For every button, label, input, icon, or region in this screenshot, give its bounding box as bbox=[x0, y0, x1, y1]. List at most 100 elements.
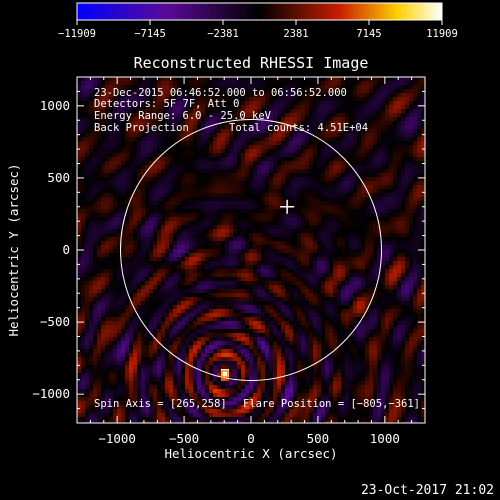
heatmap-cell bbox=[337, 133, 341, 137]
heatmap-cell bbox=[389, 141, 393, 145]
heatmap-cell bbox=[77, 261, 81, 265]
heatmap-cell bbox=[89, 253, 93, 257]
heatmap-cell bbox=[237, 173, 241, 177]
heatmap-cell bbox=[393, 297, 397, 301]
heatmap-cell bbox=[137, 305, 141, 309]
heatmap-cell bbox=[373, 225, 377, 229]
heatmap-cell bbox=[273, 173, 277, 177]
heatmap-cell bbox=[129, 149, 133, 153]
heatmap-cell bbox=[329, 141, 333, 145]
heatmap-cell bbox=[273, 153, 277, 157]
heatmap-cell bbox=[217, 241, 221, 245]
heatmap-cell bbox=[377, 113, 381, 117]
heatmap-cell bbox=[225, 105, 229, 109]
heatmap-cell bbox=[333, 189, 337, 193]
heatmap-cell bbox=[277, 97, 281, 101]
heatmap-cell bbox=[117, 137, 121, 141]
heatmap-cell bbox=[401, 105, 405, 109]
heatmap-cell bbox=[325, 77, 329, 81]
heatmap-cell bbox=[269, 113, 273, 117]
heatmap-cell bbox=[165, 229, 169, 233]
heatmap-cell bbox=[133, 105, 137, 109]
heatmap-cell bbox=[397, 165, 401, 169]
heatmap-cell bbox=[265, 253, 269, 257]
heatmap-cell bbox=[117, 245, 121, 249]
heatmap-cell bbox=[97, 277, 101, 281]
heatmap-cell bbox=[193, 241, 197, 245]
heatmap-cell bbox=[277, 229, 281, 233]
heatmap-cell bbox=[333, 137, 337, 141]
heatmap-cell bbox=[337, 129, 341, 133]
heatmap-cell bbox=[141, 193, 145, 197]
heatmap-cell bbox=[361, 133, 365, 137]
heatmap-cell bbox=[93, 205, 97, 209]
heatmap-cell bbox=[401, 145, 405, 149]
heatmap-cell bbox=[241, 289, 245, 293]
heatmap-cell bbox=[409, 145, 413, 149]
heatmap-cell bbox=[377, 129, 381, 133]
heatmap-cell bbox=[229, 301, 233, 305]
heatmap-cell bbox=[241, 209, 245, 213]
heatmap-cell bbox=[309, 141, 313, 145]
heatmap-cell bbox=[349, 145, 353, 149]
colorbar-gradient bbox=[76, 2, 443, 21]
heatmap-cell bbox=[153, 189, 157, 193]
heatmap-cell bbox=[273, 141, 277, 145]
heatmap-cell bbox=[277, 145, 281, 149]
heatmap-cell bbox=[165, 189, 169, 193]
heatmap-cell bbox=[189, 257, 193, 261]
heatmap-cell bbox=[321, 277, 325, 281]
heatmap-cell bbox=[177, 105, 181, 109]
heatmap-cell bbox=[261, 265, 265, 269]
heatmap-cell bbox=[269, 229, 273, 233]
heatmap-cell bbox=[325, 189, 329, 193]
heatmap-cell bbox=[245, 137, 249, 141]
heatmap-cell bbox=[125, 141, 129, 145]
heatmap-cell bbox=[161, 201, 165, 205]
heatmap-cell bbox=[145, 225, 149, 229]
heatmap-cell bbox=[149, 77, 153, 81]
heatmap-cell bbox=[205, 213, 209, 217]
heatmap-cell bbox=[181, 185, 185, 189]
heatmap-cell bbox=[85, 221, 89, 225]
heatmap-cell bbox=[105, 193, 109, 197]
heatmap-cell bbox=[209, 125, 213, 129]
heatmap-cell bbox=[381, 181, 385, 185]
heatmap-cell bbox=[405, 297, 409, 301]
heatmap-cell bbox=[153, 265, 157, 269]
heatmap-cell bbox=[165, 129, 169, 133]
heatmap-cell bbox=[241, 277, 245, 281]
heatmap-cell bbox=[377, 253, 381, 257]
heatmap-cell bbox=[385, 233, 389, 237]
heatmap-cell bbox=[281, 165, 285, 169]
heatmap-cell bbox=[305, 77, 309, 81]
heatmap-cell bbox=[385, 261, 389, 265]
heatmap-cell bbox=[153, 173, 157, 177]
heatmap-cell bbox=[373, 249, 377, 253]
heatmap-cell bbox=[349, 97, 353, 101]
heatmap-cell bbox=[417, 81, 421, 85]
heatmap-cell bbox=[301, 265, 305, 269]
heatmap-cell bbox=[401, 89, 405, 93]
heatmap-cell bbox=[157, 225, 161, 229]
heatmap-cell bbox=[277, 89, 281, 93]
heatmap-cell bbox=[157, 197, 161, 201]
heatmap-cell bbox=[209, 113, 213, 117]
heatmap-cell bbox=[253, 205, 257, 209]
heatmap-cell bbox=[321, 105, 325, 109]
heatmap-cell bbox=[161, 177, 165, 181]
heatmap-cell bbox=[109, 89, 113, 93]
heatmap-cell bbox=[213, 113, 217, 117]
heatmap-cell bbox=[389, 189, 393, 193]
heatmap-cell bbox=[185, 249, 189, 253]
heatmap-cell bbox=[153, 85, 157, 89]
heatmap-cell bbox=[265, 77, 269, 81]
heatmap-cell bbox=[165, 145, 169, 149]
heatmap-cell bbox=[221, 229, 225, 233]
heatmap-cell bbox=[125, 237, 129, 241]
heatmap-cell bbox=[285, 237, 289, 241]
heatmap-cell bbox=[101, 161, 105, 165]
heatmap-cell bbox=[357, 145, 361, 149]
heatmap-cell bbox=[269, 265, 273, 269]
heatmap-cell bbox=[341, 93, 345, 97]
